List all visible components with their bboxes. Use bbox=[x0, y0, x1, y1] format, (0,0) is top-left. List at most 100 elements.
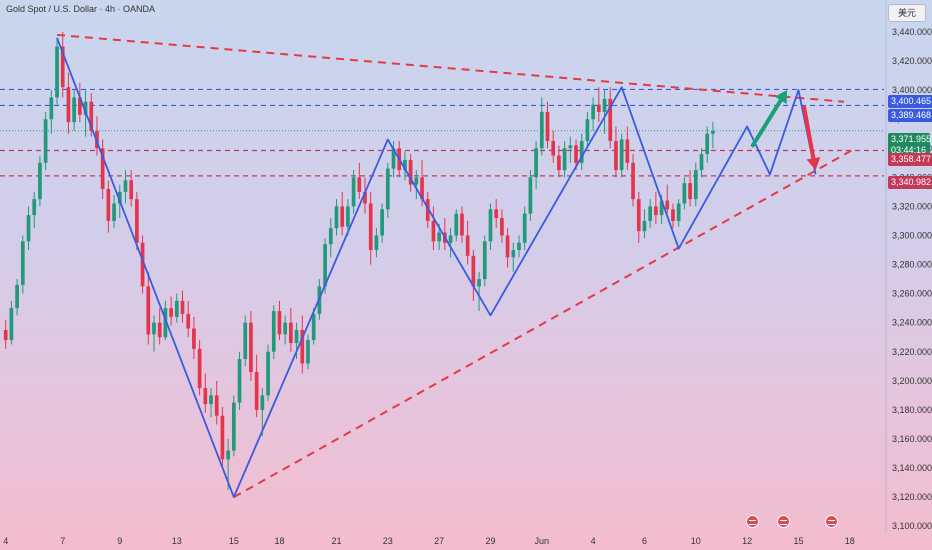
candle-body bbox=[289, 322, 293, 344]
x-tick-label: 10 bbox=[691, 536, 701, 546]
candle-body bbox=[271, 311, 276, 352]
candle-body bbox=[676, 203, 681, 221]
y-tick-label: 3,260.000 bbox=[892, 289, 932, 299]
candle-body bbox=[500, 218, 504, 236]
candle-body bbox=[112, 203, 116, 221]
candle-body bbox=[123, 180, 128, 192]
x-tick-label: 15 bbox=[793, 536, 803, 546]
candle-body bbox=[408, 159, 413, 185]
candle-body bbox=[169, 308, 173, 317]
candle-body bbox=[414, 177, 419, 185]
price-tag-level-2: 3,389.468 bbox=[888, 109, 932, 122]
candle-body bbox=[488, 209, 493, 242]
candle-body bbox=[260, 395, 265, 410]
x-tick-label: 29 bbox=[485, 536, 495, 546]
candle-body bbox=[300, 329, 305, 364]
x-tick-label: 6 bbox=[642, 536, 647, 546]
candle-body bbox=[494, 209, 499, 219]
candle-body bbox=[351, 177, 356, 207]
candle-body bbox=[146, 286, 151, 335]
economic-event-icon[interactable] bbox=[746, 515, 759, 528]
candle-body bbox=[682, 183, 687, 204]
y-tick-label: 3,300.000 bbox=[892, 230, 932, 240]
y-tick-label: 3,220.000 bbox=[892, 347, 932, 357]
y-tick-label: 3,420.000 bbox=[892, 56, 932, 66]
candle-body bbox=[340, 206, 345, 227]
candle-body bbox=[671, 209, 675, 221]
price-tag-level-3: 3,358.477 bbox=[888, 153, 932, 166]
candle-body bbox=[55, 46, 59, 98]
candle-body bbox=[688, 183, 692, 200]
candle-body bbox=[380, 209, 384, 236]
candle-body bbox=[9, 308, 14, 341]
candle-body bbox=[482, 241, 487, 280]
candle-body bbox=[106, 188, 111, 221]
candle-body bbox=[693, 170, 698, 200]
candle-body bbox=[568, 145, 573, 149]
candle-body bbox=[534, 148, 538, 178]
candle-body bbox=[403, 159, 407, 171]
candle-body bbox=[89, 101, 94, 131]
y-tick-label: 3,120.000 bbox=[892, 492, 932, 502]
symbol-title[interactable]: Gold Spot / U.S. Dollar · 4h · OANDA bbox=[6, 4, 156, 14]
candle-countdown: 03:44:16 bbox=[891, 145, 927, 155]
x-tick-label: 23 bbox=[383, 536, 393, 546]
candle-body bbox=[522, 213, 527, 243]
candle-body bbox=[306, 340, 310, 364]
candle-body bbox=[591, 104, 595, 120]
y-tick-label: 3,400.000 bbox=[892, 85, 932, 95]
candle-body bbox=[585, 119, 590, 141]
candle-body bbox=[214, 395, 219, 416]
y-tick-label: 3,100.000 bbox=[892, 521, 932, 531]
candle-body bbox=[226, 450, 230, 460]
candle-body bbox=[477, 279, 481, 287]
candle-body bbox=[231, 402, 236, 451]
economic-event-icon[interactable] bbox=[825, 515, 838, 528]
candle-body bbox=[385, 168, 390, 210]
candle-body bbox=[545, 111, 550, 141]
candle-body bbox=[631, 162, 635, 200]
candle-body bbox=[614, 140, 618, 171]
price-tag-level-4: 3,340.982 bbox=[888, 176, 932, 189]
candle-body bbox=[562, 148, 567, 171]
resistance-trendline bbox=[56, 33, 845, 103]
candle-body bbox=[648, 206, 653, 221]
candle-body bbox=[420, 177, 424, 200]
bullish-arrow-shaft bbox=[750, 98, 783, 148]
candle-body bbox=[249, 322, 253, 373]
candle-body bbox=[220, 415, 225, 460]
x-tick-label: 4 bbox=[591, 536, 596, 546]
economic-event-icon[interactable] bbox=[777, 515, 790, 528]
candle-body bbox=[140, 242, 145, 287]
candle-body bbox=[539, 111, 544, 149]
y-tick-label: 3,140.000 bbox=[892, 463, 932, 473]
candle-body bbox=[454, 213, 459, 236]
candle-body bbox=[15, 284, 19, 309]
y-tick-label: 3,240.000 bbox=[892, 318, 932, 328]
x-tick-label: 4 bbox=[3, 536, 8, 546]
x-tick-label: 15 bbox=[229, 536, 239, 546]
y-tick-label: 3,320.000 bbox=[892, 201, 932, 211]
currency-button[interactable]: 美元 bbox=[888, 4, 926, 22]
candle-body bbox=[699, 154, 704, 171]
price-tag-level-1: 3,400.465 bbox=[888, 95, 932, 108]
candle-body bbox=[602, 98, 607, 112]
candle-body bbox=[619, 139, 624, 171]
candle-body bbox=[460, 213, 464, 236]
candle-body bbox=[43, 119, 48, 163]
candle-body bbox=[579, 140, 584, 163]
candle-body bbox=[174, 300, 179, 317]
candle-body bbox=[665, 200, 670, 210]
x-tick-label: 13 bbox=[172, 536, 182, 546]
candle-body bbox=[705, 133, 710, 155]
candle-body bbox=[596, 104, 601, 112]
candle-body bbox=[357, 177, 362, 192]
candle-body bbox=[528, 177, 533, 214]
candle-body bbox=[83, 101, 88, 115]
x-tick-label: 7 bbox=[60, 536, 65, 546]
candle-body bbox=[209, 395, 213, 405]
y-tick-label: 3,180.000 bbox=[892, 405, 932, 415]
candle-body bbox=[511, 250, 516, 258]
